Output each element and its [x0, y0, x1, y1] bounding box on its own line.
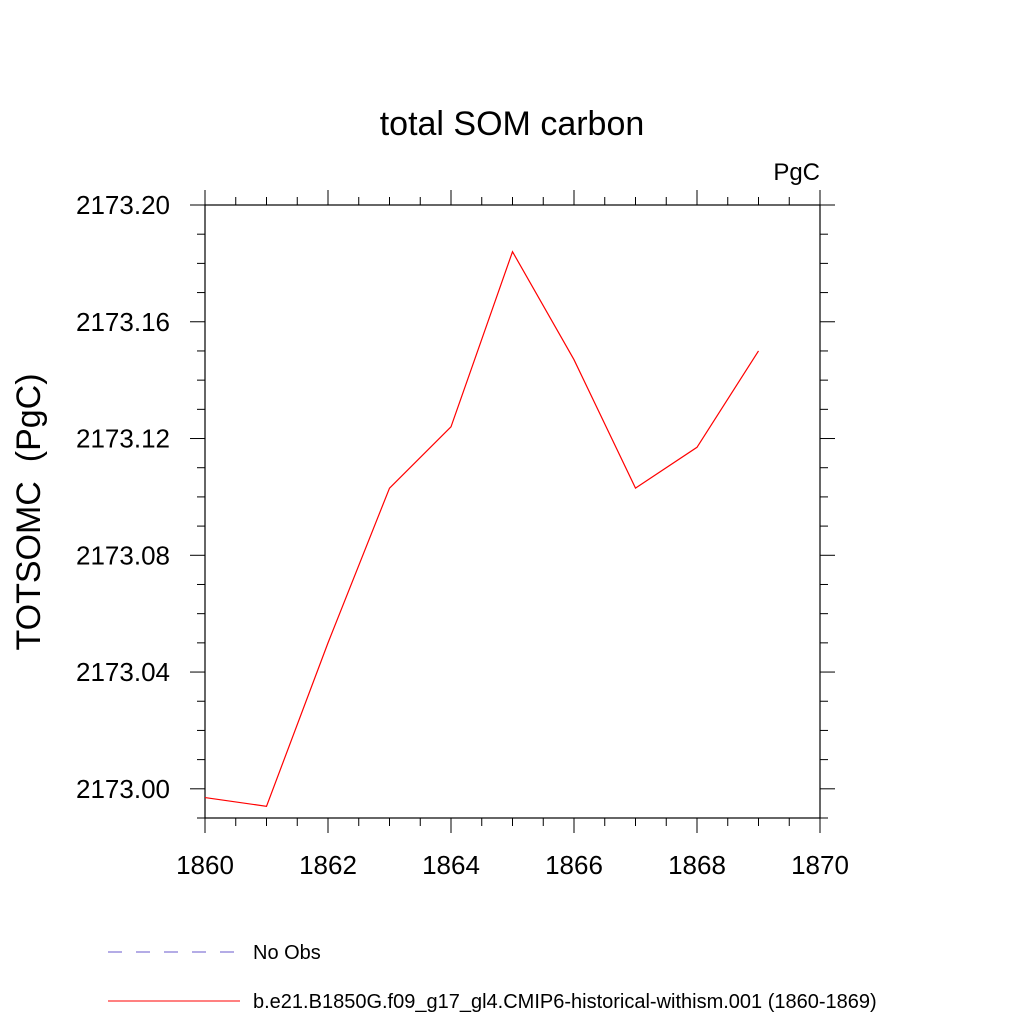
x-tick-label: 1864: [422, 850, 480, 880]
units-label: PgC: [773, 159, 820, 186]
y-tick-label: 2173.04: [76, 657, 170, 687]
y-axis-label: TOTSOMC (PgC): [10, 373, 48, 650]
y-tick-label: 2173.16: [76, 307, 170, 337]
x-tick-label: 1860: [176, 850, 234, 880]
legend-label-1: b.e21.B1850G.f09_g17_gl4.CMIP6-historica…: [253, 991, 877, 1013]
x-tick-label: 1870: [791, 850, 849, 880]
y-tick-label: 2173.12: [76, 424, 170, 454]
y-tick-label: 2173.20: [76, 190, 170, 220]
x-tick-label: 1868: [668, 850, 726, 880]
series-line-1: [204, 250, 760, 807]
chart-title: total SOM carbon: [380, 105, 645, 143]
y-tick-label: 2173.08: [76, 540, 170, 570]
legend-label-0: No Obs: [253, 942, 321, 964]
x-tick-label: 1866: [545, 850, 603, 880]
y-tick-label: 2173.00: [76, 774, 170, 804]
axes: 1860 1862 1864 1866 1868 1870 2173.00 2173.04 21…: [76, 190, 849, 880]
series-layer: [204, 250, 760, 807]
x-tick-label: 1862: [299, 850, 357, 880]
legend: No Obs b.e21.B1850G.f09_g17_gl4.CMIP6-his…: [108, 942, 877, 1013]
